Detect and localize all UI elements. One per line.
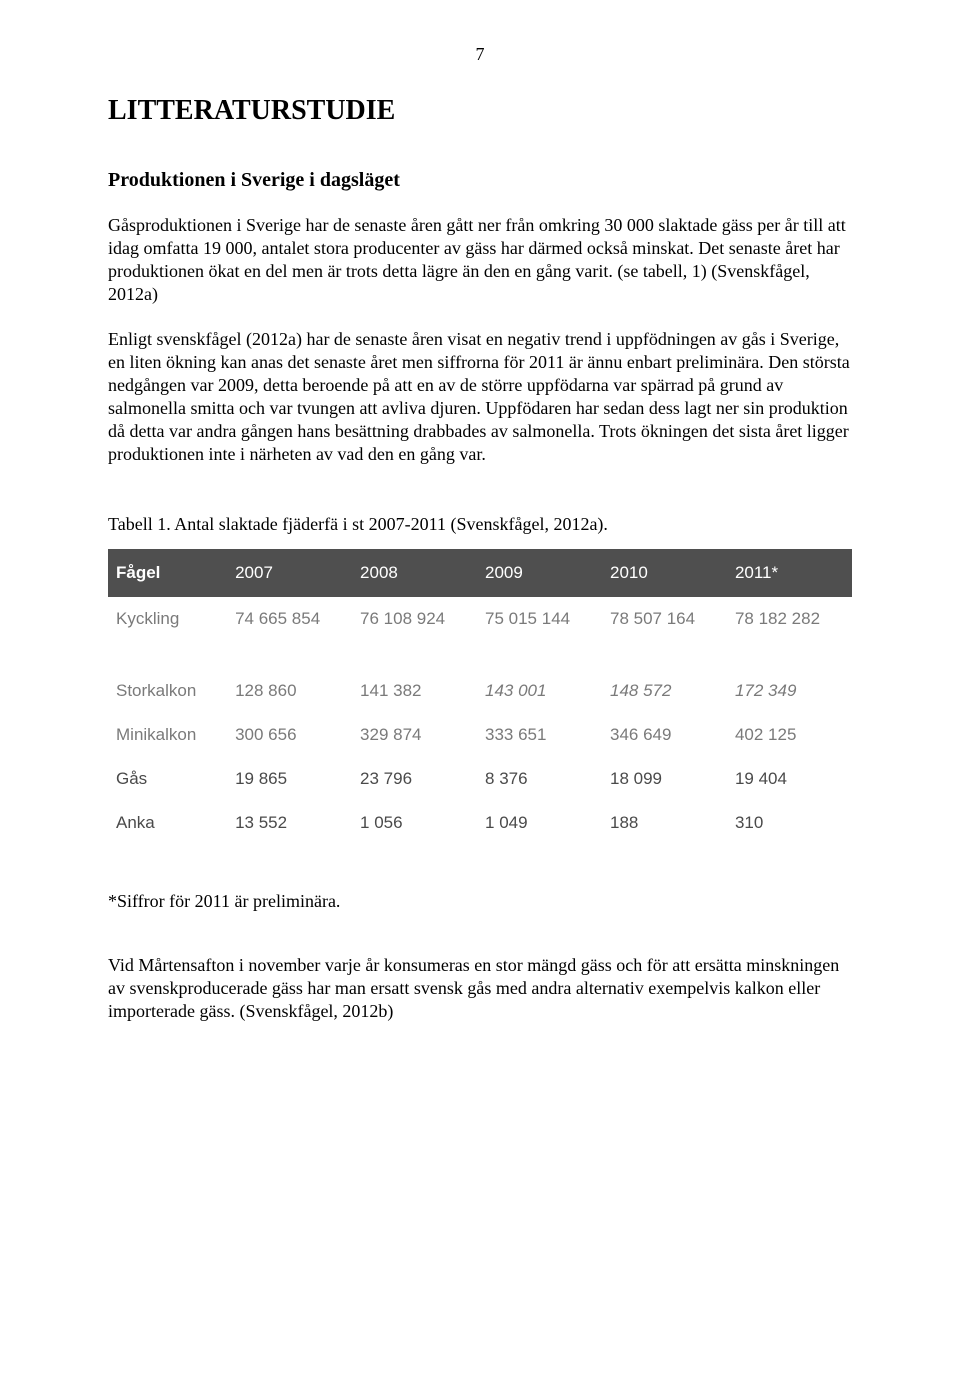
cell: 141 382 bbox=[352, 669, 477, 713]
cell: 78 182 282 bbox=[727, 597, 852, 669]
cell: 143 001 bbox=[477, 669, 602, 713]
table-header: Fågel 2007 2008 2009 2010 2011* bbox=[108, 549, 852, 597]
row-label: Minikalkon bbox=[108, 713, 227, 757]
table-col-label: Fågel bbox=[108, 549, 227, 597]
cell: 333 651 bbox=[477, 713, 602, 757]
cell: 18 099 bbox=[602, 757, 727, 801]
cell: 1 049 bbox=[477, 801, 602, 845]
cell: 329 874 bbox=[352, 713, 477, 757]
cell: 19 404 bbox=[727, 757, 852, 801]
row-label: Storkalkon bbox=[108, 669, 227, 713]
table-col-2010: 2010 bbox=[602, 549, 727, 597]
table-footnote: *Siffror för 2011 är preliminära. bbox=[108, 891, 852, 912]
table-caption: Tabell 1. Antal slaktade fjäderfä i st 2… bbox=[108, 514, 852, 535]
heading-sub: Produktionen i Sverige i dagsläget bbox=[108, 169, 852, 192]
cell: 346 649 bbox=[602, 713, 727, 757]
paragraph-1: Gåsproduktionen i Sverige har de senaste… bbox=[108, 214, 852, 306]
table-row: Anka13 5521 0561 049188310 bbox=[108, 801, 852, 845]
cell: 19 865 bbox=[227, 757, 352, 801]
cell: 13 552 bbox=[227, 801, 352, 845]
row-label: Gås bbox=[108, 757, 227, 801]
heading-main: LITTERATURSTUDIE bbox=[108, 95, 852, 127]
table-row: Storkalkon128 860141 382143 001148 57217… bbox=[108, 669, 852, 713]
cell: 188 bbox=[602, 801, 727, 845]
table-col-2007: 2007 bbox=[227, 549, 352, 597]
cell: 1 056 bbox=[352, 801, 477, 845]
paragraph-2: Enligt svenskfågel (2012a) har de senast… bbox=[108, 328, 852, 466]
cell: 172 349 bbox=[727, 669, 852, 713]
cell: 75 015 144 bbox=[477, 597, 602, 669]
cell: 78 507 164 bbox=[602, 597, 727, 669]
table-body: Kyckling74 665 85476 108 92475 015 14478… bbox=[108, 597, 852, 845]
table-col-2008: 2008 bbox=[352, 549, 477, 597]
document-page: 7 LITTERATURSTUDIE Produktionen i Sverig… bbox=[0, 0, 960, 1390]
cell: 8 376 bbox=[477, 757, 602, 801]
cell: 74 665 854 bbox=[227, 597, 352, 669]
cell: 148 572 bbox=[602, 669, 727, 713]
cell: 310 bbox=[727, 801, 852, 845]
table-col-2009: 2009 bbox=[477, 549, 602, 597]
cell: 402 125 bbox=[727, 713, 852, 757]
page-number: 7 bbox=[108, 44, 852, 65]
paragraph-3: Vid Mårtensafton i november varje år kon… bbox=[108, 954, 852, 1023]
table-row: Kyckling74 665 85476 108 92475 015 14478… bbox=[108, 597, 852, 669]
table-row: Minikalkon300 656329 874333 651346 64940… bbox=[108, 713, 852, 757]
table-row: Gås19 86523 7968 37618 09919 404 bbox=[108, 757, 852, 801]
cell: 300 656 bbox=[227, 713, 352, 757]
row-label: Anka bbox=[108, 801, 227, 845]
cell: 23 796 bbox=[352, 757, 477, 801]
data-table: Fågel 2007 2008 2009 2010 2011* Kyckling… bbox=[108, 549, 852, 845]
cell: 76 108 924 bbox=[352, 597, 477, 669]
cell: 128 860 bbox=[227, 669, 352, 713]
row-label: Kyckling bbox=[108, 597, 227, 669]
table-col-2011: 2011* bbox=[727, 549, 852, 597]
